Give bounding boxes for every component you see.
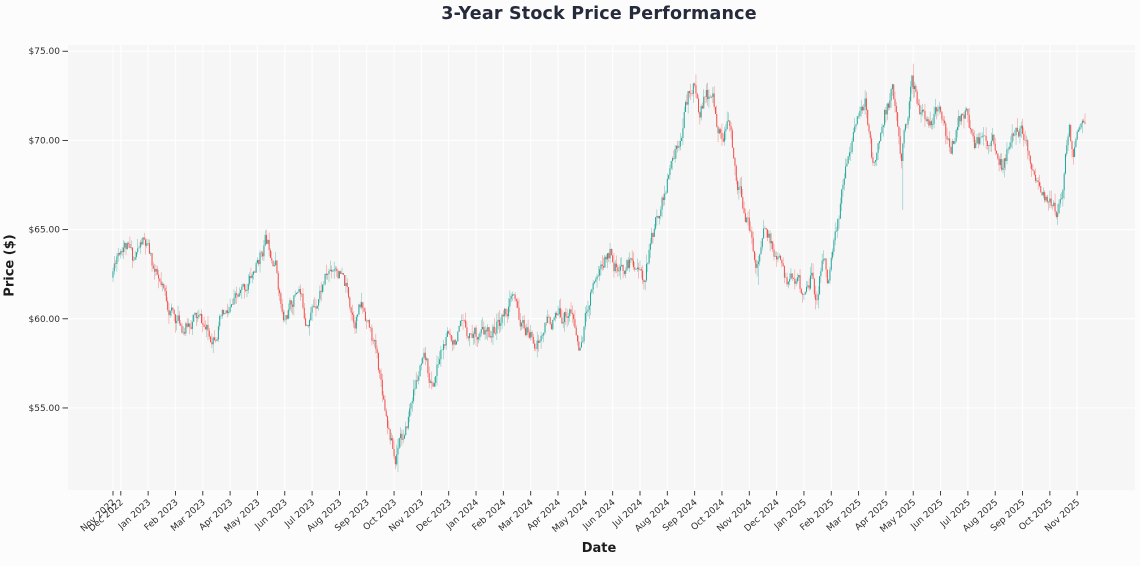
y-tick-label: $65.00 [29,226,61,236]
down-candles [115,63,1086,470]
plot-background [68,45,1135,490]
y-tick-label: $55.00 [29,404,61,414]
y-tick-label: $60.00 [29,315,61,325]
y-tick-label: $75.00 [29,47,61,57]
y-tick-labels: $55.00 $60.00 $65.00 $70.00 $75.00 [29,47,61,414]
down-candle-bodies [115,75,1086,465]
x-axis-label: Date [581,541,617,556]
up-candle-bodies [112,75,1083,465]
tick-marks [62,50,1078,496]
gridlines [68,45,1135,490]
chart-title: 3-Year Stock Price Performance [441,4,757,24]
up-candles [112,75,1083,473]
y-tick-label: $70.00 [29,136,61,146]
